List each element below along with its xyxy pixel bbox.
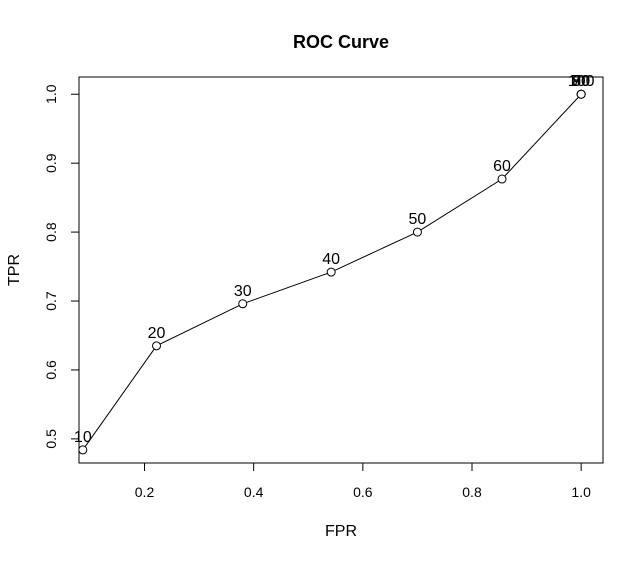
data-point	[152, 341, 162, 351]
x-tick-label: 1.0	[571, 484, 591, 500]
data-point	[497, 174, 507, 184]
x-tick-label: 0.6	[353, 484, 373, 500]
point-label: 40	[322, 251, 340, 268]
point-label: 80	[572, 73, 590, 90]
point-label: 10	[74, 429, 92, 446]
point-label: 70	[572, 73, 590, 90]
data-point	[412, 227, 422, 237]
point-label: 30	[234, 283, 252, 300]
data-point	[78, 445, 88, 455]
y-tick-label: 0.6	[43, 360, 59, 380]
chart-title: ROC Curve	[293, 32, 389, 52]
y-axis-title: TPR	[6, 254, 23, 286]
y-axis: 0.5 0.6 0.7 0.8 0.9 1.0	[43, 84, 80, 449]
y-tick-label: 0.8	[43, 222, 59, 242]
data-point	[238, 299, 248, 309]
y-tick-label: 0.5	[43, 429, 59, 449]
data-point	[576, 89, 586, 99]
point-label: 50	[409, 211, 427, 228]
point-label: 90	[572, 73, 590, 90]
y-tick-label: 1.0	[43, 84, 59, 104]
x-tick-label: 0.4	[244, 484, 264, 500]
point-label: 100	[568, 73, 595, 90]
y-tick-label: 0.9	[43, 153, 59, 173]
plot-frame	[78, 76, 604, 464]
point-label: 20	[148, 325, 166, 342]
x-axis: 0.2 0.4 0.6 0.8 1.0	[135, 462, 591, 500]
data-point	[326, 267, 336, 277]
x-tick-label: 0.8	[462, 484, 482, 500]
point-label: 60	[493, 158, 511, 175]
y-tick-label: 0.7	[43, 291, 59, 311]
x-tick-label: 0.2	[135, 484, 155, 500]
x-axis-title: FPR	[325, 523, 357, 540]
